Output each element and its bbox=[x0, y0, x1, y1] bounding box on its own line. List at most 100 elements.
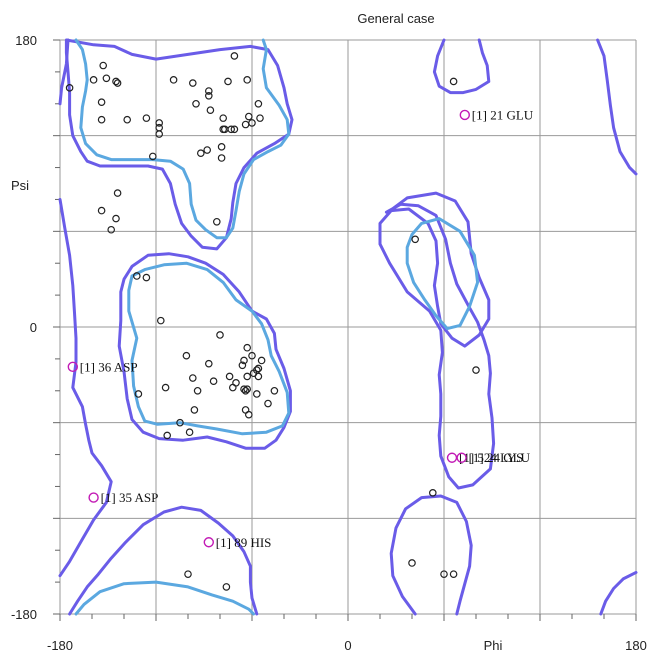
data-point bbox=[189, 374, 197, 382]
data-point bbox=[252, 390, 261, 398]
data-point bbox=[134, 390, 143, 398]
data-point bbox=[217, 143, 226, 151]
outlier-marker bbox=[456, 452, 467, 463]
data-point bbox=[209, 377, 218, 386]
data-point bbox=[193, 386, 202, 395]
outlier-point: [1] 89 HIS bbox=[203, 535, 272, 550]
data-point bbox=[99, 61, 108, 70]
outlier-label: [1] 89 HIS bbox=[216, 535, 272, 550]
allowed-region-contour bbox=[432, 38, 491, 95]
allowed-region-contour bbox=[378, 191, 496, 490]
allowed-region-contour bbox=[58, 197, 113, 578]
data-point bbox=[213, 217, 221, 226]
outlier-label: [1] 24 GLU bbox=[469, 450, 531, 465]
allowed-region-contour bbox=[599, 571, 638, 616]
outlier-marker bbox=[459, 109, 470, 121]
allowed-region-contour bbox=[68, 505, 259, 616]
favored-region-contour bbox=[405, 217, 480, 331]
outlier-point: [1] 21 GLU bbox=[459, 107, 534, 122]
data-point bbox=[219, 125, 228, 134]
data-point bbox=[205, 359, 213, 368]
data-point bbox=[238, 361, 247, 370]
data-points bbox=[65, 52, 480, 591]
data-point bbox=[230, 125, 239, 134]
data-point bbox=[133, 272, 141, 280]
favored-region-contour bbox=[127, 261, 291, 436]
outlier-marker bbox=[203, 537, 215, 548]
favored-region-contour bbox=[74, 38, 291, 240]
data-point bbox=[219, 114, 228, 122]
data-point bbox=[256, 114, 264, 122]
data-point bbox=[197, 149, 205, 158]
data-point bbox=[241, 120, 250, 129]
data-point bbox=[428, 489, 437, 497]
data-point bbox=[189, 79, 197, 87]
outlier-point: [1] 36 ASP bbox=[67, 359, 138, 374]
data-point bbox=[155, 123, 164, 132]
data-point bbox=[123, 115, 132, 124]
data-point bbox=[142, 273, 151, 282]
data-point bbox=[440, 570, 448, 578]
data-point bbox=[107, 225, 116, 234]
data-point bbox=[155, 119, 164, 127]
data-point bbox=[408, 559, 416, 567]
data-point bbox=[163, 431, 172, 440]
data-point bbox=[230, 52, 239, 60]
data-point bbox=[472, 366, 480, 374]
data-point bbox=[248, 351, 256, 360]
data-point bbox=[240, 356, 248, 365]
outlier-label: [1] 36 ASP bbox=[80, 359, 138, 374]
data-point bbox=[185, 428, 194, 437]
data-point bbox=[89, 76, 98, 84]
data-point bbox=[225, 372, 234, 381]
data-point bbox=[169, 76, 178, 84]
data-point bbox=[245, 112, 253, 121]
data-point bbox=[97, 115, 106, 124]
data-point bbox=[182, 351, 191, 360]
outlier-label: [1] 524 LYS bbox=[459, 450, 523, 465]
data-point bbox=[216, 331, 224, 339]
outlier-label: [1] 21 GLU bbox=[472, 107, 534, 122]
data-point bbox=[102, 74, 111, 83]
allowed-region-contour bbox=[64, 38, 294, 251]
data-point bbox=[243, 76, 252, 84]
tick-labels: -180 0 180 180 0 -180 bbox=[11, 33, 647, 653]
y-tick-label: 0 bbox=[30, 320, 37, 335]
data-point bbox=[184, 570, 192, 578]
data-point bbox=[243, 343, 252, 352]
outlier-points: [1] 21 GLU [1] 36 ASP [1] 524 LYS[1] 24 GL… bbox=[67, 107, 534, 550]
outlier-point: [1] 35 ASP bbox=[88, 490, 158, 505]
data-point bbox=[254, 364, 263, 373]
data-point bbox=[157, 316, 165, 325]
data-point bbox=[205, 87, 213, 95]
grid bbox=[53, 39, 637, 621]
data-point bbox=[411, 235, 420, 244]
data-point bbox=[203, 146, 212, 154]
allowed-region-contour bbox=[117, 252, 292, 450]
data-point bbox=[97, 98, 106, 106]
data-point bbox=[243, 372, 252, 381]
data-point bbox=[205, 92, 213, 100]
allowed-region-contour bbox=[596, 38, 638, 176]
y-axis-label: Psi bbox=[11, 178, 29, 193]
chart-title: General case bbox=[357, 11, 434, 26]
favored-region-contour bbox=[74, 580, 256, 616]
data-point bbox=[65, 84, 74, 92]
data-point bbox=[217, 154, 226, 162]
data-point bbox=[449, 570, 458, 578]
data-point bbox=[142, 114, 151, 122]
data-point bbox=[245, 410, 253, 419]
data-point bbox=[229, 383, 237, 392]
y-tick-label: 180 bbox=[15, 33, 37, 48]
data-point bbox=[149, 152, 157, 161]
data-point bbox=[449, 77, 458, 86]
outlier-point: [1] 24 GLU bbox=[456, 450, 531, 465]
data-point bbox=[264, 399, 272, 408]
data-point bbox=[240, 385, 248, 393]
x-tick-label: 180 bbox=[625, 638, 647, 653]
data-point bbox=[155, 130, 164, 138]
x-tick-label: 0 bbox=[344, 638, 351, 653]
data-point bbox=[206, 106, 215, 114]
data-point bbox=[252, 366, 261, 374]
